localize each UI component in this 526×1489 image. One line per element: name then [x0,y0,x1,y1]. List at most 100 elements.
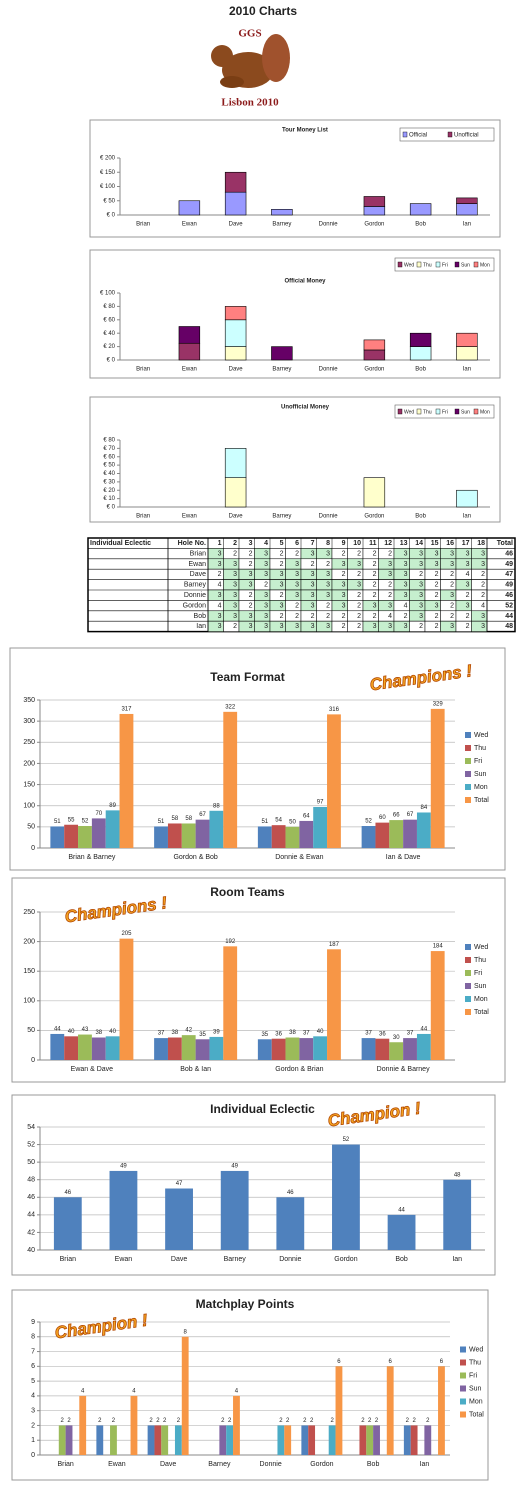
logo-top: GGS [238,28,261,40]
bar [91,1037,106,1060]
x-tick-label: Dave [160,1461,176,1468]
bar [327,949,341,1060]
y-tick-label: € 10 [103,496,115,502]
bar-segment [363,477,386,508]
bar [375,1038,390,1060]
y-tick-label: 50 [27,1027,35,1034]
bar-segment [409,332,432,347]
score: 4 [481,602,485,609]
data-label: 49 [120,1164,127,1170]
legend-box [399,127,495,142]
bar [79,1395,87,1455]
bar [181,823,196,848]
bar-segment [271,346,293,361]
x-tick-label: Donnie [260,1461,282,1468]
x-tick-label: Ewan & Dave [71,1066,114,1073]
score: 2 [233,623,237,630]
legend-swatch [397,408,403,415]
score: 3 [218,561,222,568]
bar [223,711,238,848]
data-label: 322 [225,704,236,710]
x-tick-label: Ian [420,1461,430,1468]
bar [65,1425,73,1455]
bar [387,1214,416,1250]
x-tick-label: Gordon & Bob [173,854,217,861]
bar [386,1366,394,1455]
data-label: 6 [389,1359,393,1365]
y-tick-label: 46 [27,1194,35,1201]
score: 3 [249,623,253,630]
y-tick-label: 300 [23,718,35,725]
data-label: 2 [310,1418,314,1424]
x-tick-label: Gordon [364,222,384,228]
score: 3 [450,561,454,568]
legend-label: Fri [474,970,483,977]
legend-swatch [465,797,471,803]
data-label: 36 [379,1031,386,1037]
data-label: 51 [261,819,268,825]
total-score: 49 [505,582,513,589]
x-tick-label: Bob [415,222,426,228]
score: 3 [419,613,423,620]
data-label: 58 [185,816,192,822]
logo-bottom: Lisbon 2010 [221,97,279,109]
score: 3 [264,613,268,620]
score: 2 [404,613,408,620]
score: 3 [280,623,284,630]
legend-label: Sun [461,409,470,415]
y-tick-label: 0 [31,845,35,852]
y-tick-label: € 30 [103,479,115,485]
data-label: 317 [121,707,132,713]
score: 3 [233,571,237,578]
hole-number: 2 [233,540,237,547]
x-tick-label: Ewan [182,514,197,520]
score: 2 [280,561,284,568]
y-tick-label: 200 [23,938,35,945]
score: 3 [342,592,346,599]
bar [50,1033,65,1060]
data-label: 60 [379,815,386,821]
total-score: 48 [505,623,513,630]
data-label: 44 [398,1207,405,1213]
y-tick-label: € 20 [103,344,115,350]
y-tick-label: € 50 [103,198,115,204]
x-tick-label: Ian [463,514,471,520]
y-tick-label: 50 [27,1159,35,1166]
data-label: 40 [68,1029,75,1035]
bar-segment [363,206,386,216]
chart-title: Unofficial Money [281,405,330,411]
bar [389,1042,404,1060]
data-label: 51 [54,819,61,825]
bar [226,1425,234,1455]
score: 3 [466,561,470,568]
data-label: 38 [289,1030,296,1036]
x-tick-label: Ewan [115,1256,133,1263]
legend-label: Thu [474,957,486,964]
x-tick-label: Donnie [319,514,339,520]
x-tick-label: Bob [367,1461,380,1468]
hole-number: 18 [477,540,485,547]
data-label: 64 [303,814,310,820]
legend-swatch [465,771,471,777]
bar [271,1038,286,1060]
score: 3 [404,582,408,589]
y-tick-label: 9 [31,1319,35,1326]
data-label: 2 [228,1418,232,1424]
data-label: 192 [225,939,236,945]
score: 3 [357,561,361,568]
y-tick-label: € 60 [103,454,115,460]
bar-segment [456,332,478,347]
bar [64,1036,79,1060]
score: 3 [435,550,439,557]
legend-label: Mon [474,784,488,791]
score: 2 [295,613,299,620]
score: 3 [311,571,315,578]
x-tick-label: Gordon [310,1461,333,1468]
bar-segment [409,346,432,361]
bar [257,1039,272,1060]
y-tick-label: € 0 [107,358,116,364]
legend-label: Thu [474,745,486,752]
bar [105,810,120,848]
score: 2 [280,592,284,599]
y-tick-label: 0 [31,1452,35,1459]
